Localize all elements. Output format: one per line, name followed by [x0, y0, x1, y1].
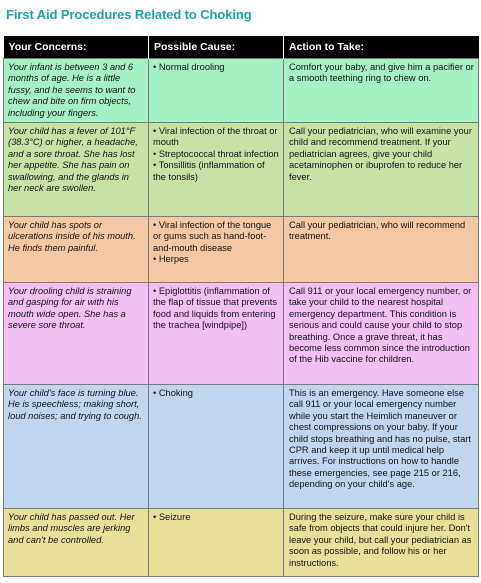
cause-item: • Viral infection of the tongue or gums …	[153, 220, 272, 253]
action-cell: Call your pediatrician, who will examine…	[283, 122, 479, 218]
cause-cell: • Normal drooling	[148, 57, 284, 124]
action-cell: This is an emergency. Have someone else …	[283, 384, 479, 510]
cause-item: • Herpes	[153, 254, 189, 265]
action-cell: Call 911 or your local emergency number,…	[283, 282, 479, 386]
header-concerns: Your Concerns:	[3, 36, 149, 59]
concern-cell: Your infant is between 3 and 6 months of…	[3, 57, 149, 124]
header-action: Action to Take:	[283, 36, 479, 59]
concern-cell: Your child has spots or ulcerations insi…	[3, 216, 149, 284]
table-row: Your child has passed out. Her limbs and…	[3, 508, 479, 578]
action-cell: During the seizure, make sure your child…	[283, 508, 479, 578]
cause-item: • Tonsillitis (inflammation of the tonsi…	[153, 160, 265, 182]
concern-cell: Your drooling child is straining and gas…	[3, 282, 149, 386]
table-row: Your drooling child is straining and gas…	[3, 282, 479, 386]
table-row: Your child's face is turning blue. He is…	[3, 384, 479, 510]
table-header-row: Your Concerns: Possible Cause: Action to…	[3, 36, 479, 59]
cause-item: • Viral infection of the throat or mouth	[153, 126, 278, 148]
table-row: Your child has spots or ulcerations insi…	[3, 216, 479, 284]
cause-item: • Normal drooling	[153, 62, 225, 72]
cause-item: • Choking	[153, 388, 193, 399]
cause-cell: • Viral infection of the throat or mouth…	[148, 122, 284, 218]
cause-item: • Epiglottitis (inflammation of the flap…	[153, 286, 278, 331]
cause-cell: • Viral infection of the tongue or gums …	[148, 216, 284, 284]
cause-item: • Streptococcal throat infection	[153, 148, 279, 159]
cause-cell: • Seizure	[148, 508, 284, 578]
action-cell: Call your pediatrician, who will recomme…	[283, 216, 479, 284]
concern-cell: Your child has passed out. Her limbs and…	[3, 508, 149, 578]
cause-cell: • Choking	[148, 384, 284, 510]
concern-cell: Your child has a fever of 101°F (38.3°C)…	[3, 122, 149, 218]
cause-item: • Seizure	[153, 512, 191, 523]
cause-cell: • Epiglottitis (inflammation of the flap…	[148, 282, 284, 386]
page-title: First Aid Procedures Related to Choking	[6, 7, 252, 22]
action-cell: Comfort your baby, and give him a pacifi…	[283, 57, 479, 124]
table-row: Your child has a fever of 101°F (38.3°C)…	[3, 122, 479, 218]
table-body: Your infant is between 3 and 6 months of…	[3, 57, 479, 578]
concern-cell: Your child's face is turning blue. He is…	[3, 384, 149, 510]
choking-procedures-table: Your Concerns: Possible Cause: Action to…	[3, 36, 479, 578]
table-row: Your infant is between 3 and 6 months of…	[3, 57, 479, 124]
header-cause: Possible Cause:	[148, 36, 284, 59]
